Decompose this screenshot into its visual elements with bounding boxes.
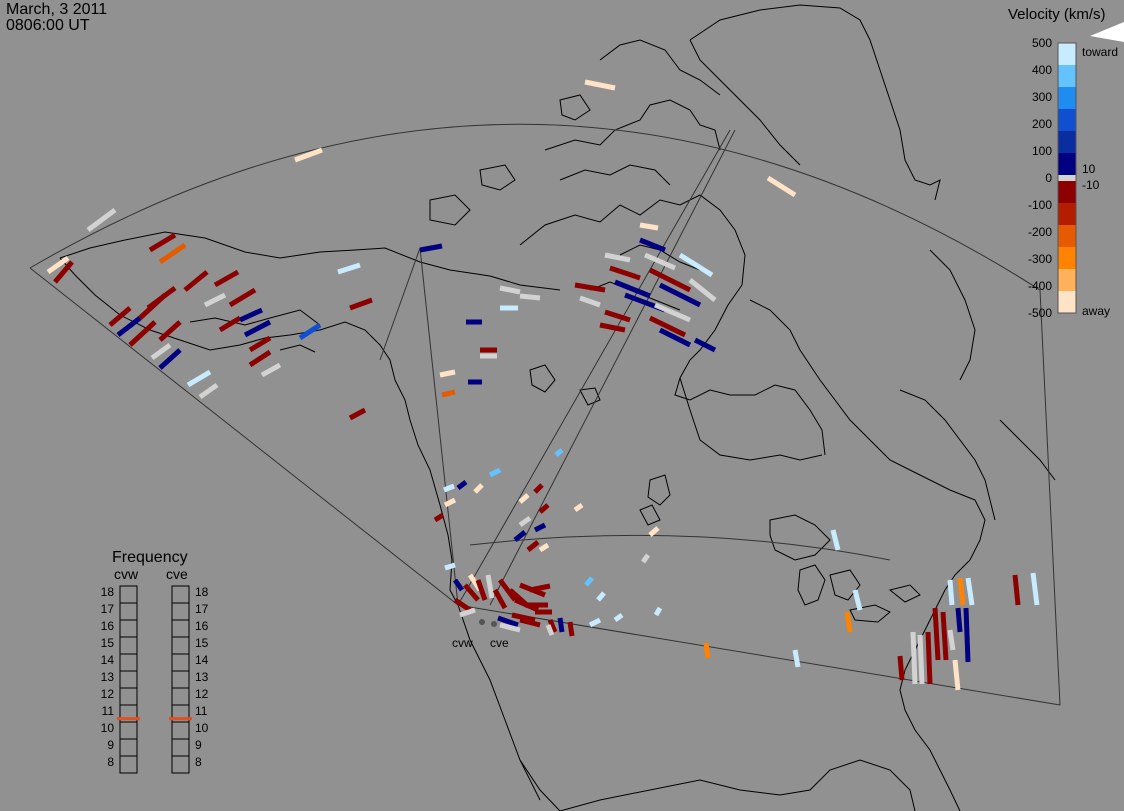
frequency-level-label: 15 bbox=[100, 636, 114, 650]
velocity-tick-label: 500 bbox=[1031, 36, 1052, 50]
frequency-level-label: 10 bbox=[195, 721, 209, 735]
colorbar-segment-away bbox=[1058, 203, 1076, 226]
frequency-radar-label: cvw bbox=[114, 566, 139, 582]
frequency-level-label: 13 bbox=[100, 670, 114, 684]
radar-site-marker bbox=[479, 619, 485, 625]
colorbar-segment-toward bbox=[1058, 131, 1076, 154]
frequency-level-label: 9 bbox=[195, 738, 202, 752]
velocity-tick-label: 100 bbox=[1031, 144, 1052, 158]
frequency-panel bbox=[117, 585, 192, 774]
velocity-tick-label: -400 bbox=[1027, 279, 1052, 293]
colorbar-segment-away bbox=[1058, 247, 1076, 270]
date-label: March, 3 2011 bbox=[6, 1, 108, 18]
colorbar-segment-away bbox=[1058, 225, 1076, 248]
time-label: 0806:00 UT bbox=[6, 17, 90, 34]
radar-label-cve: cve bbox=[490, 636, 509, 650]
frequency-title: Frequency bbox=[112, 549, 188, 566]
frequency-level-label: 17 bbox=[100, 602, 114, 616]
velocity-tick-label: -100 bbox=[1027, 198, 1052, 212]
frequency-level-label: 12 bbox=[195, 687, 209, 701]
toward-label: toward bbox=[1082, 45, 1119, 59]
coastlines bbox=[59, 4, 1056, 811]
colorbar-segment-away bbox=[1058, 181, 1076, 204]
colorbar-segment-toward bbox=[1058, 87, 1076, 110]
velocity-scale-title: Velocity (km/s) bbox=[1008, 6, 1106, 23]
frequency-level-label: 14 bbox=[100, 653, 114, 667]
frequency-level-label: 10 bbox=[100, 721, 114, 735]
frequency-level-label: 11 bbox=[195, 704, 208, 718]
frequency-level-label: 9 bbox=[107, 738, 114, 752]
radar-site-marker bbox=[491, 621, 497, 627]
velocity-tick-label: 0 bbox=[1045, 171, 1052, 185]
colorbar-segment-away bbox=[1058, 291, 1076, 314]
frequency-level-label: 11 bbox=[101, 704, 114, 718]
velocity-vectors bbox=[46, 79, 1040, 691]
frequency-level-label: 15 bbox=[195, 636, 209, 650]
inner-tick-label: -10 bbox=[1082, 178, 1100, 192]
frequency-level-label: 18 bbox=[100, 585, 114, 599]
inner-tick-label: 10 bbox=[1082, 162, 1096, 176]
frequency-level-label: 16 bbox=[195, 619, 209, 633]
colorbar-segment-toward bbox=[1058, 153, 1076, 176]
velocity-tick-label: 300 bbox=[1031, 90, 1052, 104]
frequency-column bbox=[171, 585, 190, 774]
corner-marker bbox=[1090, 22, 1124, 42]
frequency-level-label: 8 bbox=[195, 755, 202, 769]
frequency-level-label: 18 bbox=[195, 585, 209, 599]
radar-label-cvw: cvw bbox=[452, 636, 473, 650]
velocity-tick-label: -300 bbox=[1027, 252, 1052, 266]
field-of-view bbox=[29, 123, 1061, 706]
colorbar-segment-away bbox=[1058, 269, 1076, 292]
away-label: away bbox=[1082, 304, 1111, 318]
frequency-level-label: 12 bbox=[100, 687, 114, 701]
frequency-level-label: 17 bbox=[195, 602, 209, 616]
colorbar-segment-toward bbox=[1058, 109, 1076, 132]
frequency-level-label: 8 bbox=[107, 755, 114, 769]
radar-sites bbox=[479, 619, 497, 627]
colorbar-frame bbox=[1057, 42, 1077, 314]
frequency-level-label: 16 bbox=[100, 619, 114, 633]
frequency-column bbox=[119, 585, 138, 774]
frequency-level-label: 14 bbox=[195, 653, 209, 667]
velocity-tick-label: 200 bbox=[1031, 117, 1052, 131]
velocity-tick-label: -500 bbox=[1027, 306, 1052, 320]
colorbar-segment-toward bbox=[1058, 43, 1076, 66]
frequency-radar-label: cve bbox=[166, 566, 188, 582]
colorbar-segment-toward bbox=[1058, 65, 1076, 88]
velocity-tick-label: 400 bbox=[1031, 63, 1052, 77]
velocity-tick-label: -200 bbox=[1027, 225, 1052, 239]
frequency-level-label: 13 bbox=[195, 670, 209, 684]
colorbar-ground-scatter bbox=[1058, 175, 1076, 181]
velocity-colorbar bbox=[1057, 42, 1077, 314]
